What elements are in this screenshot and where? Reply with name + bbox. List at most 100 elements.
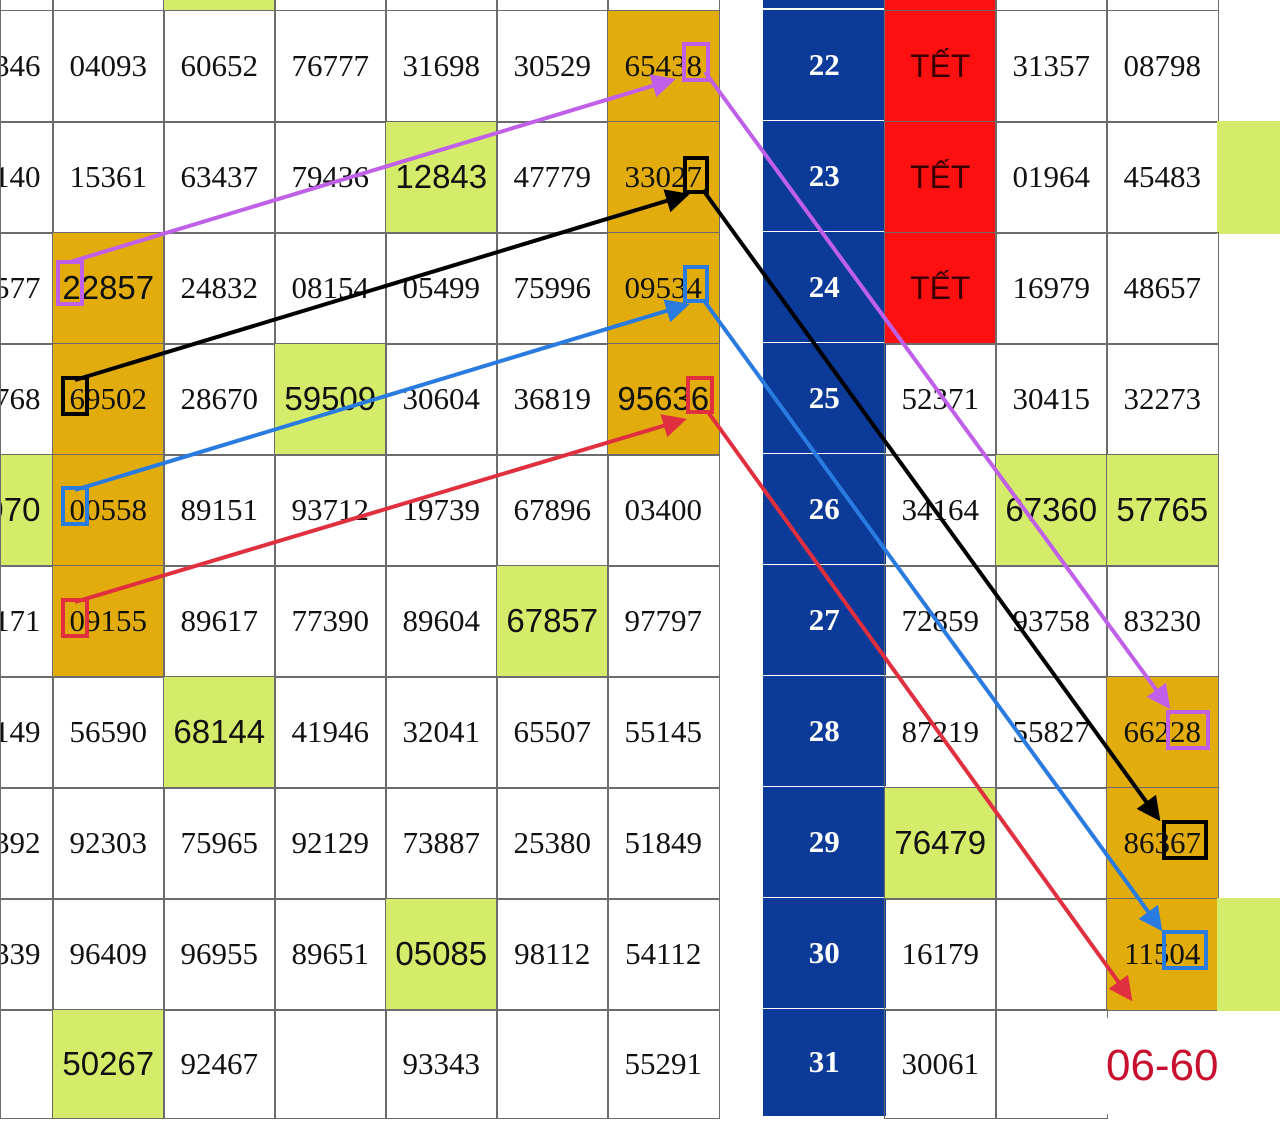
result-cell: 92467 bbox=[163, 1009, 276, 1119]
result-cell: 03400 bbox=[607, 454, 720, 567]
result-cell: 89604 bbox=[385, 565, 498, 678]
result-cell bbox=[1217, 454, 1280, 567]
result-cell: 97797 bbox=[607, 565, 720, 678]
result-cell: 66228 bbox=[1106, 676, 1219, 789]
result-cell: 149 bbox=[0, 676, 54, 789]
result-cell: 16979 bbox=[995, 232, 1108, 345]
day-label: 31 bbox=[763, 1009, 886, 1119]
result-cell bbox=[1217, 232, 1280, 345]
result-cell: 45483 bbox=[1106, 121, 1219, 234]
result-cell bbox=[1217, 898, 1280, 1011]
result-cell: 171 bbox=[0, 565, 54, 678]
result-cell: 346 bbox=[0, 10, 54, 123]
holiday-cell: TẾT bbox=[884, 10, 997, 123]
result-cell bbox=[0, 1009, 54, 1119]
result-cell: 72859 bbox=[884, 565, 997, 678]
result-cell: 15361 bbox=[52, 121, 165, 234]
result-cell: 36819 bbox=[496, 343, 609, 456]
result-cell: 140 bbox=[0, 121, 54, 234]
result-cell: 77390 bbox=[274, 565, 387, 678]
result-cell bbox=[1217, 787, 1280, 900]
day-label: 30 bbox=[763, 898, 886, 1011]
result-cell: 67896 bbox=[496, 454, 609, 567]
result-cell: 52371 bbox=[884, 343, 997, 456]
result-cell: 96409 bbox=[52, 898, 165, 1011]
holiday-cell: TẾT bbox=[884, 232, 997, 345]
result-cell: 50267 bbox=[52, 1009, 165, 1119]
result-cell: 05085 bbox=[385, 898, 498, 1011]
holiday-cell: TẾT bbox=[884, 121, 997, 234]
result-cell: 768 bbox=[0, 343, 54, 456]
result-cell bbox=[274, 1009, 387, 1119]
result-cell: 93712 bbox=[274, 454, 387, 567]
result-cell: 57765 bbox=[1106, 454, 1219, 567]
result-cell: 970 bbox=[0, 454, 54, 567]
day-label: 23 bbox=[763, 121, 886, 234]
result-cell: 31698 bbox=[385, 10, 498, 123]
result-cell: 04093 bbox=[52, 10, 165, 123]
result-cell: 67857 bbox=[496, 565, 609, 678]
result-cell: 92129 bbox=[274, 787, 387, 900]
result-cell: 05499 bbox=[385, 232, 498, 345]
result-cell: 34164 bbox=[884, 454, 997, 567]
result-cell: 30415 bbox=[995, 343, 1108, 456]
result-cell: 47779 bbox=[496, 121, 609, 234]
day-label: 29 bbox=[763, 787, 886, 900]
result-cell: 54112 bbox=[607, 898, 720, 1011]
result-cell: 59509 bbox=[274, 343, 387, 456]
result-cell: 98112 bbox=[496, 898, 609, 1011]
result-cell: 60652 bbox=[163, 10, 276, 123]
result-cell: 65507 bbox=[496, 676, 609, 789]
result-cell: 75996 bbox=[496, 232, 609, 345]
result-cell: 30061 bbox=[884, 1009, 997, 1119]
result-cell: 09534 bbox=[607, 232, 720, 345]
result-cell: 09155 bbox=[52, 565, 165, 678]
result-cell bbox=[1217, 565, 1280, 678]
result-cell: 31357 bbox=[995, 10, 1108, 123]
result-cell: 83230 bbox=[1106, 565, 1219, 678]
result-cell bbox=[1217, 676, 1280, 789]
result-cell: 75965 bbox=[163, 787, 276, 900]
result-cell: 79436 bbox=[274, 121, 387, 234]
day-label: 25 bbox=[763, 343, 886, 456]
result-cell: 96955 bbox=[163, 898, 276, 1011]
result-cell: 16179 bbox=[884, 898, 997, 1011]
result-cell: 68144 bbox=[163, 676, 276, 789]
result-cell bbox=[1217, 10, 1280, 123]
result-cell: 33027 bbox=[607, 121, 720, 234]
result-cell: 12843 bbox=[385, 121, 498, 234]
result-cell: 92303 bbox=[52, 787, 165, 900]
table-cell-partial bbox=[763, 0, 886, 11]
result-cell: 22857 bbox=[52, 232, 165, 345]
result-cell: 89651 bbox=[274, 898, 387, 1011]
result-cell bbox=[496, 1009, 609, 1119]
result-cell bbox=[995, 787, 1108, 900]
result-cell: 51849 bbox=[607, 787, 720, 900]
result-cell: 01964 bbox=[995, 121, 1108, 234]
result-cell: 67360 bbox=[995, 454, 1108, 567]
result-cell: 25380 bbox=[496, 787, 609, 900]
result-cell: 69502 bbox=[52, 343, 165, 456]
result-cell bbox=[1217, 1009, 1280, 1119]
result-cell: 339 bbox=[0, 898, 54, 1011]
result-cell: 392 bbox=[0, 787, 54, 900]
result-cell: 30529 bbox=[496, 10, 609, 123]
day-label: 27 bbox=[763, 565, 886, 678]
result-cell: 76479 bbox=[884, 787, 997, 900]
result-cell: 28670 bbox=[163, 343, 276, 456]
result-cell: 56590 bbox=[52, 676, 165, 789]
result-cell: 32041 bbox=[385, 676, 498, 789]
result-cell: 08798 bbox=[1106, 10, 1219, 123]
result-cell bbox=[1217, 121, 1280, 234]
result-cell: 93758 bbox=[995, 565, 1108, 678]
result-cell: 55291 bbox=[607, 1009, 720, 1119]
result-cell: 89151 bbox=[163, 454, 276, 567]
result-cell bbox=[1217, 343, 1280, 456]
result-cell: 76777 bbox=[274, 10, 387, 123]
result-cell bbox=[995, 1009, 1108, 1119]
result-cell: 32273 bbox=[1106, 343, 1219, 456]
result-cell: 41946 bbox=[274, 676, 387, 789]
day-label: 28 bbox=[763, 676, 886, 789]
day-label: 26 bbox=[763, 454, 886, 567]
result-cell: 93343 bbox=[385, 1009, 498, 1119]
